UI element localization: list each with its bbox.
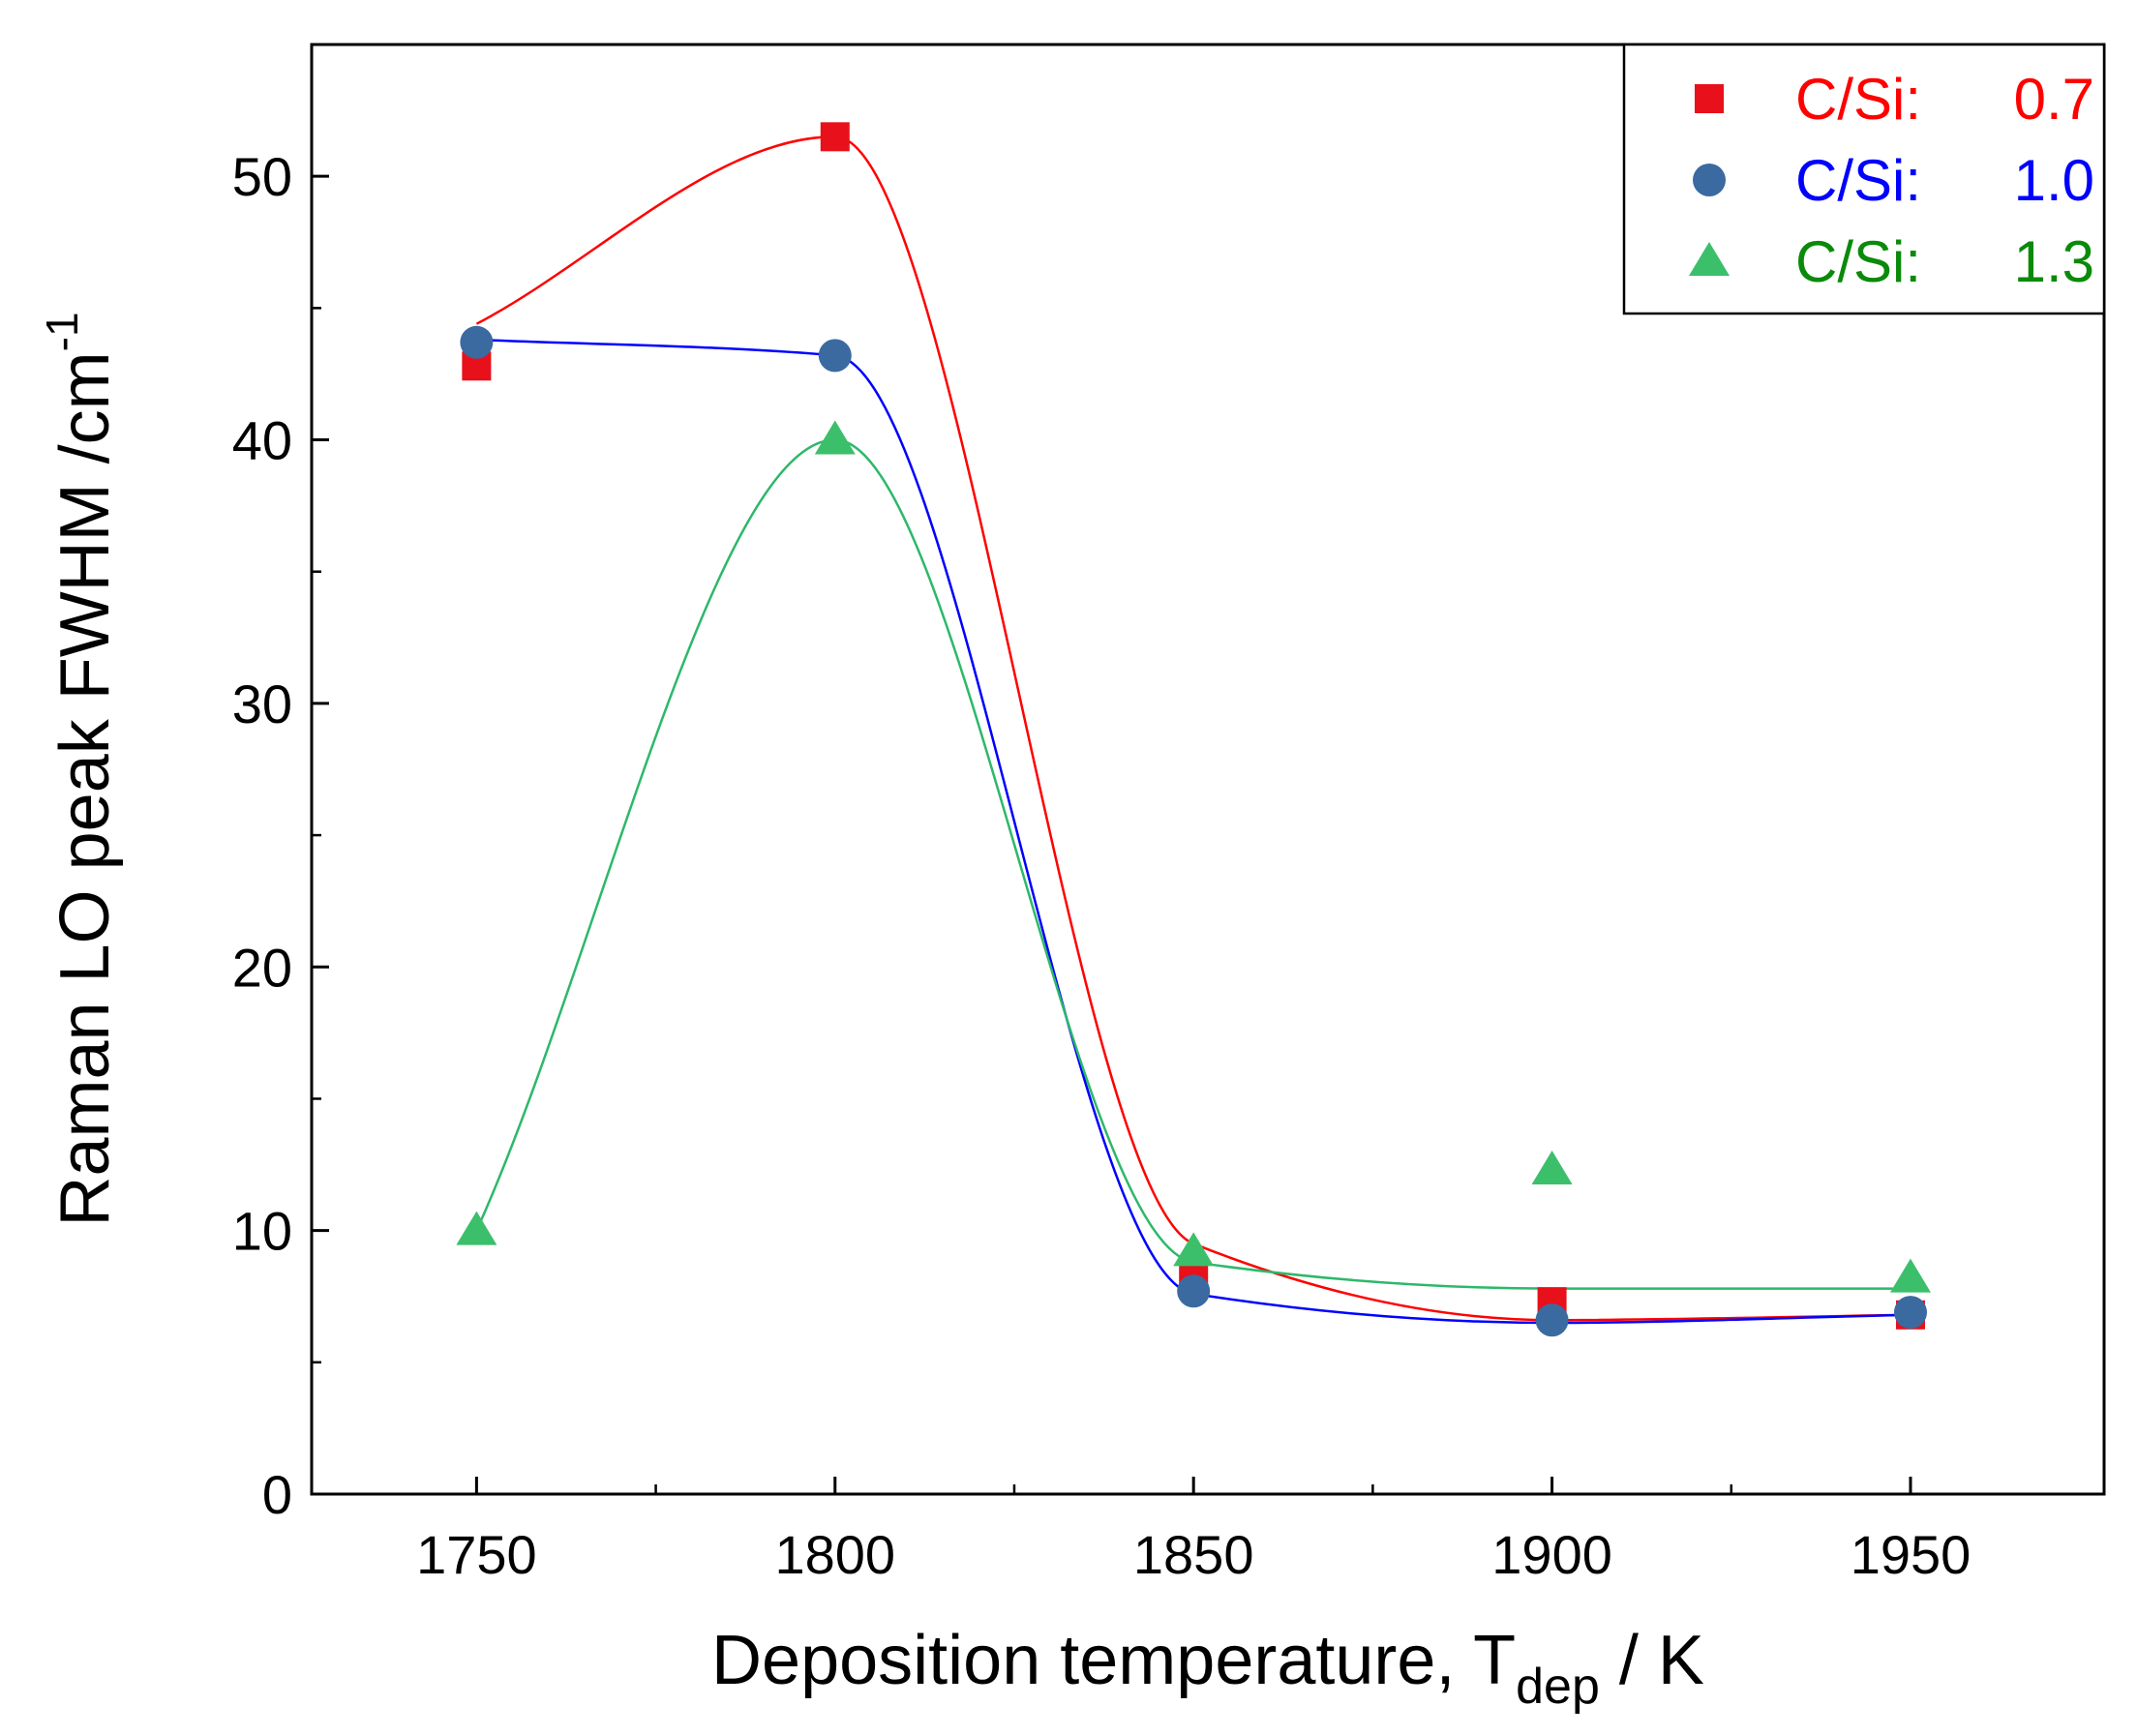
y-tick-label: 10 <box>232 1201 292 1262</box>
data-point-circle <box>460 325 494 359</box>
x-tick-labels: 1750 1800 1850 1900 1950 <box>416 1524 1971 1585</box>
data-point-circle <box>818 339 852 373</box>
y-tick-label: 20 <box>232 937 292 998</box>
legend-marker-circle <box>1693 164 1726 196</box>
series-layer <box>456 122 1931 1337</box>
x-axis-title: Deposition temperature, Tdep / K <box>711 1622 1704 1715</box>
series-line-circle <box>476 338 1911 1325</box>
legend-value: 1.0 <box>2014 148 2094 213</box>
y-tick-label: 50 <box>232 146 292 207</box>
series-line-square <box>475 135 1911 1322</box>
x-tick-label: 1850 <box>1133 1524 1254 1585</box>
series-line-triangle <box>475 438 1911 1290</box>
data-point-circle <box>1177 1274 1211 1308</box>
axes-layer <box>312 174 1912 1496</box>
y-axis-title: Raman LO peak FWHM /cm-1 <box>37 312 124 1226</box>
data-point-triangle <box>1173 1232 1215 1267</box>
y-tick-label: 40 <box>232 410 292 471</box>
legend-marker-square <box>1695 84 1724 113</box>
legend-value: 0.7 <box>2014 67 2094 132</box>
x-tick-label: 1950 <box>1851 1524 1971 1585</box>
legend-label: C/Si: <box>1795 229 1921 294</box>
x-tick-label: 1800 <box>774 1524 895 1585</box>
data-point-triangle <box>814 420 856 455</box>
x-tick-label: 1750 <box>416 1524 537 1585</box>
x-tick-label: 1900 <box>1491 1524 1612 1585</box>
data-point-triangle <box>456 1211 497 1245</box>
data-point-square <box>820 122 850 152</box>
data-point-circle <box>1535 1303 1569 1337</box>
data-point-triangle <box>1531 1150 1573 1184</box>
legend: C/Si: 0.7 C/Si: 1.0 C/Si: 1.3 <box>1622 43 2106 315</box>
y-tick-label: 0 <box>262 1464 292 1525</box>
legend-marker-triangle <box>1689 242 1730 276</box>
y-tick-label: 30 <box>232 673 292 734</box>
legend-label: C/Si: <box>1795 67 1921 132</box>
legend-label: C/Si: <box>1795 148 1921 213</box>
plot-frame <box>310 43 2106 1496</box>
data-point-triangle <box>1889 1258 1931 1293</box>
legend-value: 1.3 <box>2014 229 2094 294</box>
data-point-circle <box>1893 1296 1927 1330</box>
y-tick-labels: 0 10 20 30 40 50 <box>232 146 292 1525</box>
